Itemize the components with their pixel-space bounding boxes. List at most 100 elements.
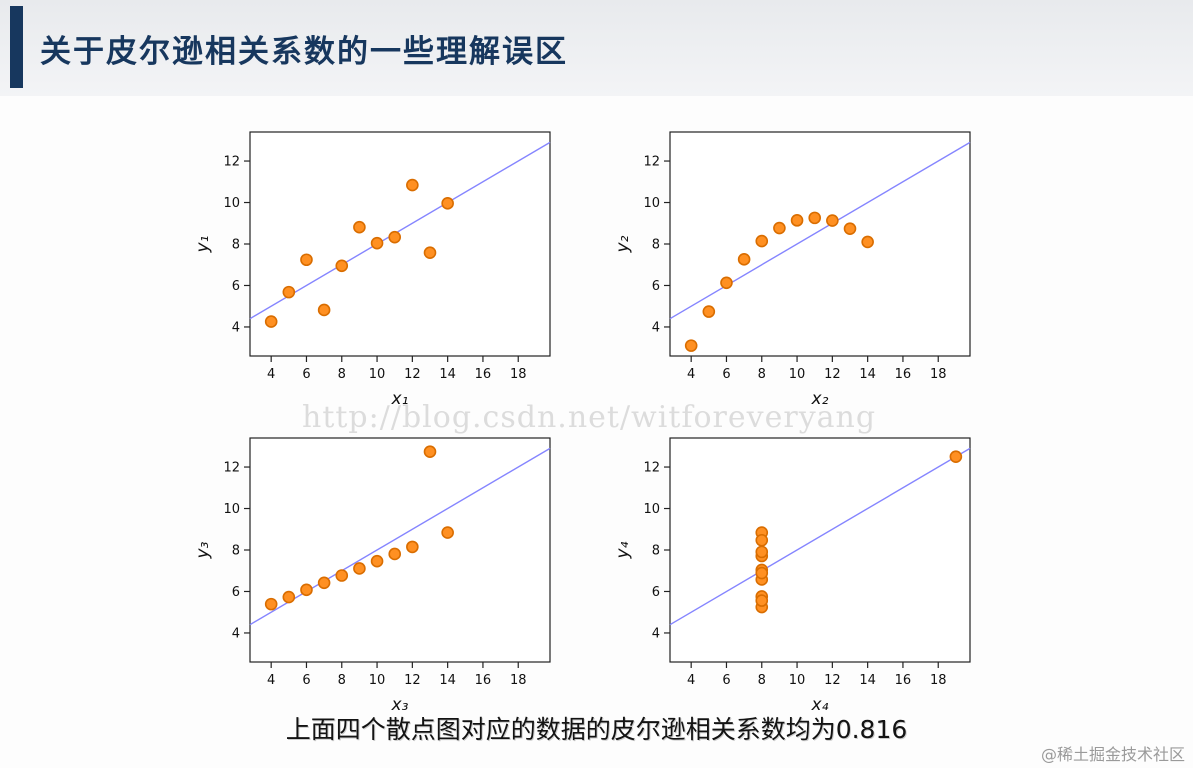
- x-tick-label: 14: [859, 673, 876, 688]
- y-tick-label: 4: [652, 320, 660, 335]
- y-tick-label: 12: [643, 155, 660, 170]
- y-axis-label: y₃: [193, 541, 213, 559]
- x-tick-label: 16: [475, 367, 492, 382]
- y-tick-label: 6: [652, 585, 660, 600]
- data-point: [755, 533, 769, 547]
- x-tick-label: 12: [404, 367, 421, 382]
- y-axis-label: y₂: [613, 235, 633, 253]
- data-point: [843, 222, 857, 235]
- x-tick-label: 12: [824, 673, 841, 688]
- data-point: [826, 214, 839, 227]
- y-tick-label: 10: [223, 196, 240, 211]
- x-tick-label: 8: [758, 673, 766, 688]
- scatter-plot-svg: 4 6 8 10 12 14 16 18 4 6 8 10 12 x₄ y₄: [613, 437, 971, 715]
- plot-box: [249, 437, 551, 663]
- data-point: [755, 566, 769, 580]
- data-point: [423, 246, 437, 260]
- y-tick-label: 8: [232, 238, 240, 253]
- juejin-watermark: @稀土掘金技术社区: [1040, 745, 1185, 764]
- y-tick-label: 6: [652, 279, 660, 294]
- x-tick-label: 4: [267, 367, 275, 382]
- x-tick-label: 14: [439, 673, 456, 688]
- data-point: [264, 315, 278, 328]
- x-tick-label: 4: [687, 673, 695, 688]
- x-axis-label: x₃: [391, 695, 409, 715]
- data-point: [300, 583, 313, 597]
- data-point: [335, 569, 349, 582]
- data-point: [388, 230, 402, 244]
- data-point: [335, 259, 349, 273]
- x-tick-label: 10: [369, 673, 386, 688]
- y-tick-label: 12: [643, 461, 660, 476]
- x-tick-label: 16: [475, 673, 492, 688]
- data-point: [388, 547, 402, 561]
- x-tick-label: 4: [687, 367, 695, 382]
- slide-header: 关于皮尔逊相关系数的一些理解误区: [0, 0, 1193, 96]
- data-point: [720, 276, 733, 290]
- x-tick-label: 16: [895, 673, 912, 688]
- data-point: [441, 526, 454, 539]
- data-point: [702, 305, 716, 318]
- data-point: [282, 590, 296, 604]
- x-tick-label: 12: [824, 367, 841, 382]
- data-point: [755, 545, 769, 559]
- y-tick-label: 8: [232, 544, 240, 559]
- regression-line: [669, 447, 971, 626]
- x-tick-label: 6: [302, 367, 310, 382]
- plot-box: [669, 437, 971, 663]
- data-point: [808, 211, 822, 225]
- y-axis-label: y₄: [613, 541, 633, 559]
- data-point: [353, 220, 366, 234]
- scatter-plot-svg: 4 6 8 10 12 14 16 18 4 6 8 10 12 x₃ y₃: [193, 437, 551, 715]
- data-point: [353, 562, 366, 575]
- data-point: [300, 253, 313, 267]
- data-point: [317, 303, 331, 317]
- plot-box: [249, 131, 551, 357]
- data-point: [406, 178, 419, 192]
- x-tick-label: 14: [439, 367, 456, 382]
- scatter-plot-4: 4 6 8 10 12 14 16 18 4 6 8 10 12 x₄ y₄: [608, 424, 988, 724]
- y-tick-label: 10: [223, 502, 240, 517]
- x-tick-label: 18: [510, 673, 527, 688]
- scatter-plot-svg: 4 6 8 10 12 14 16 18 4 6 8 10 12 x₁ y₁: [193, 131, 551, 409]
- x-tick-label: 8: [338, 367, 346, 382]
- data-point: [861, 235, 874, 249]
- x-tick-label: 10: [369, 367, 386, 382]
- x-tick-label: 8: [338, 673, 346, 688]
- x-tick-label: 8: [758, 367, 766, 382]
- caption: 上面四个散点图对应的数据的皮尔逊相关系数均为0.816: [285, 715, 908, 744]
- data-point: [755, 594, 769, 607]
- data-point: [790, 214, 804, 227]
- y-tick-label: 6: [232, 585, 240, 600]
- x-tick-label: 6: [722, 367, 730, 382]
- data-point: [406, 540, 419, 554]
- x-tick-label: 12: [404, 673, 421, 688]
- data-point: [773, 221, 786, 235]
- y-tick-label: 10: [643, 196, 660, 211]
- data-point: [441, 197, 454, 210]
- x-tick-label: 18: [930, 367, 947, 382]
- x-tick-label: 4: [267, 673, 275, 688]
- y-tick-label: 10: [643, 502, 660, 517]
- x-axis-label: x₂: [811, 389, 829, 409]
- y-tick-label: 4: [232, 626, 240, 641]
- y-tick-label: 4: [652, 626, 660, 641]
- data-point: [949, 450, 963, 463]
- data-point: [317, 576, 331, 590]
- data-point: [755, 234, 769, 248]
- y-axis-label: y₁: [193, 236, 213, 254]
- regression-line: [669, 141, 971, 320]
- x-tick-label: 16: [895, 367, 912, 382]
- scatter-plot-svg: 4 6 8 10 12 14 16 18 4 6 8 10 12 x₂ y₂: [613, 131, 971, 409]
- data-point: [684, 339, 698, 352]
- y-tick-label: 6: [232, 279, 240, 294]
- data-point: [423, 445, 437, 458]
- regression-line: [249, 141, 551, 320]
- x-tick-label: 14: [859, 367, 876, 382]
- charts-grid: 4 6 8 10 12 14 16 18 4 6 8 10 12 x₁ y₁ 4 6 8 10 12 14 16 18 4 6…: [188, 118, 988, 724]
- x-tick-label: 18: [510, 367, 527, 382]
- y-tick-label: 8: [652, 544, 660, 559]
- data-point: [370, 236, 384, 250]
- header-accent-bar: [10, 6, 23, 88]
- x-tick-label: 10: [789, 673, 806, 688]
